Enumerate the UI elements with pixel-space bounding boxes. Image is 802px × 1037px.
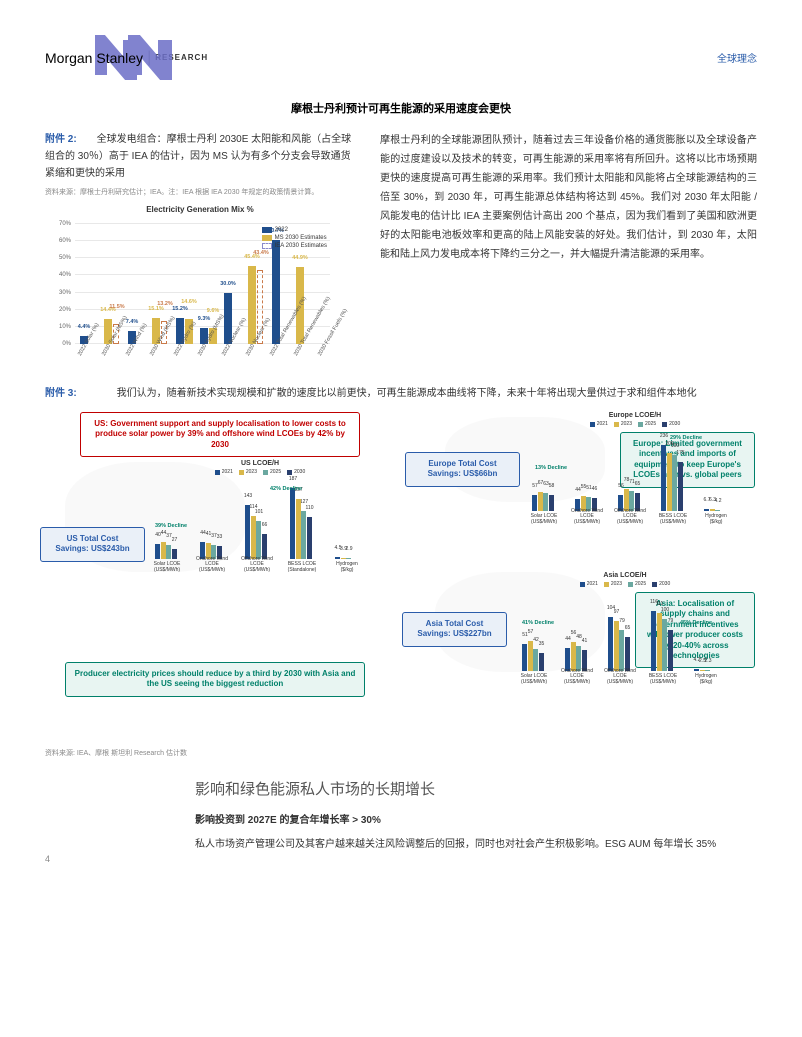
attachment-3-text: 附件 3:我们认为，随着新技术实现规模和扩散的速度比以前更快，可再生能源成本曲线… [45, 386, 757, 402]
electricity-mix-chart: 0%10%20%30%40%50%60%70%4.4%14.4%11.5%7.4… [45, 219, 335, 374]
attachment-2-source: 资料来源：摩根士丹利研究估计；IEA。注：IEA 根据 IEA 2030 年规定… [45, 187, 355, 197]
header-right-label: 全球理念 [717, 50, 757, 65]
callout: Asia Total Cost Savings: US$227bn [402, 612, 507, 647]
attachment-2-label: 附件 2: [45, 134, 77, 145]
section-heading: 影响和绿色能源私人市场的长期增长 [195, 778, 757, 799]
page-number: 4 [45, 854, 50, 864]
callout: Producer electricity prices should reduc… [65, 662, 365, 697]
header: Morgan Stanley | RESEARCH 全球理念 [45, 40, 757, 75]
callout: Europe Total Cost Savings: US$66bn [405, 452, 520, 487]
attachment-3-label: 附件 3: [45, 388, 77, 399]
callout: US: Government support and supply locali… [80, 412, 360, 457]
body-paragraph: 摩根士丹利的全球能源团队预计，随着过去三年设备价格的通货膨胀以及全球设备产能的过… [380, 131, 757, 264]
attachment-3-source: 资料来源: IEA、摩根 斯坦利 Research 估计数 [45, 748, 757, 758]
right-column: 摩根士丹利的全球能源团队预计，随着过去三年设备价格的通货膨胀以及全球设备产能的过… [380, 131, 757, 374]
two-column-section: 附件 2:全球发电组合：摩根士丹利 2030E 太阳能和风能（占全球组合的 30… [45, 131, 757, 374]
closing-text: 私人市场资产管理公司及其客户越来越关注风险调整后的回报，同时也对社会产生积极影响… [195, 836, 757, 854]
chart-2-title: Electricity Generation Mix % [45, 205, 355, 214]
sub-heading: 影响投资到 2027E 的复合年增长率 > 30% [195, 811, 757, 826]
left-column: 附件 2:全球发电组合：摩根士丹利 2030E 太阳能和风能（占全球组合的 30… [45, 131, 355, 374]
page-headline: 摩根士丹利预计可再生能源的采用速度会更快 [45, 100, 757, 116]
callout: US Total Cost Savings: US$243bn [40, 527, 145, 562]
attachment-2-text: 附件 2:全球发电组合：摩根士丹利 2030E 太阳能和风能（占全球组合的 30… [45, 131, 355, 182]
brand-name: Morgan Stanley [45, 50, 143, 66]
lcoe-infographic: US: Government support and supply locali… [45, 412, 757, 742]
